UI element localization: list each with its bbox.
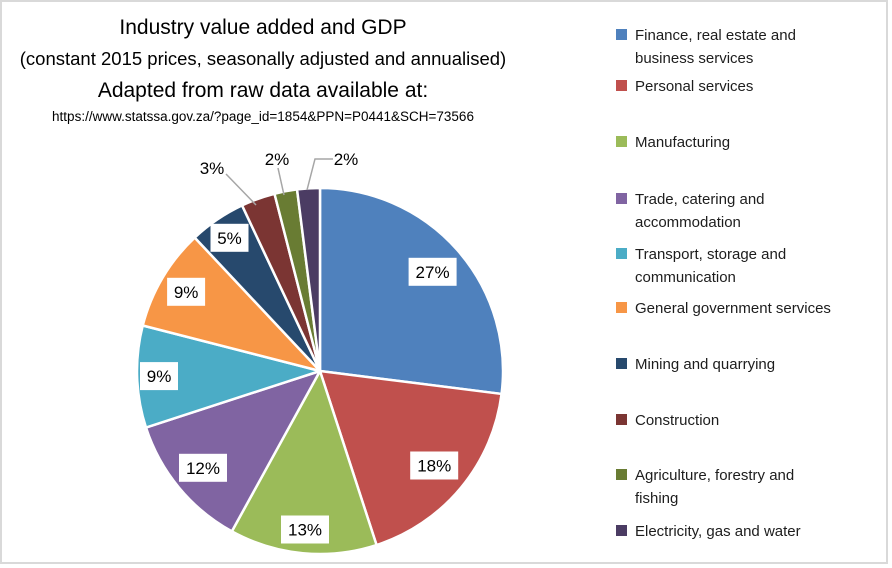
legend-label: Trade, catering and accommodation: [635, 188, 886, 234]
data-label: 2%: [334, 150, 359, 169]
data-label-box: [167, 277, 206, 306]
legend-swatch-icon: [616, 414, 627, 425]
legend-label-line: Transport, storage and: [635, 246, 787, 263]
pie-chart: 27% 18% 13% 12% 9% 9% 5% 3% 2% 2%: [135, 150, 505, 556]
legend-label-line: Trade, catering and: [635, 191, 765, 208]
leader-line: [306, 158, 333, 191]
legend-item: Personal services: [610, 75, 886, 98]
legend-label: Transport, storage and communication: [635, 243, 886, 289]
legend-label-line: Personal services: [635, 78, 754, 95]
legend-label: General government services: [635, 297, 886, 320]
data-label-text: 9%: [147, 367, 172, 386]
legend-label: Construction: [635, 409, 886, 432]
legend-swatch-icon: [616, 469, 627, 480]
legend-label: Mining and quarrying: [635, 353, 886, 376]
chart-source-note: Adapted from raw data available at:: [97, 79, 429, 102]
legend-label-line: General government services: [635, 300, 831, 317]
legend-item: General government services: [610, 297, 886, 320]
legend-label-line: Finance, real estate and: [635, 27, 796, 44]
pie-slice: [144, 369, 322, 533]
data-label-box: [408, 257, 457, 286]
chart-source-url: https://www.statssa.gov.za/?page_id=1854…: [52, 109, 474, 124]
legend-label-line: accommodation: [635, 214, 741, 231]
legend-label-line: communication: [635, 269, 736, 286]
data-label-text: 5%: [217, 229, 242, 248]
data-label: 13%: [281, 515, 329, 544]
legend-swatch-icon: [616, 80, 627, 91]
pie-slice: [141, 236, 322, 373]
data-label-text: 2%: [334, 150, 359, 169]
legend-label-line: Agriculture, forestry and: [635, 467, 795, 484]
legend-swatch-icon: [616, 193, 627, 204]
data-label-text: 18%: [417, 456, 451, 475]
data-label: 9%: [140, 362, 178, 391]
legend-item: Electricity, gas and water: [610, 520, 886, 543]
legend-swatch-icon: [616, 358, 627, 369]
chart-title: Industry value added and GDP: [119, 16, 407, 39]
legend-swatch-icon: [616, 248, 627, 259]
data-label: 9%: [167, 277, 206, 306]
data-label-box: [140, 362, 178, 391]
data-label-box: [410, 451, 459, 480]
legend-label: Finance, real estate and business service…: [635, 24, 886, 70]
pie-slice: [295, 186, 322, 373]
legend-item: Transport, storage and communication: [610, 243, 886, 289]
legend-label-line: Construction: [635, 412, 720, 429]
legend-label-line: Mining and quarrying: [635, 356, 776, 373]
legend-item: Construction: [610, 409, 886, 432]
chart-subtitle: (constant 2015 prices, seasonally adjust…: [19, 48, 507, 69]
legend-swatch-icon: [616, 136, 627, 147]
chart-legend: Finance, real estate and business service…: [610, 2, 886, 562]
data-label: 12%: [179, 453, 227, 482]
legend-item: Finance, real estate and business service…: [610, 24, 886, 70]
legend-swatch-icon: [616, 302, 627, 313]
data-label-box: [179, 453, 227, 482]
data-label: 3%: [200, 159, 225, 178]
legend-label: Personal services: [635, 75, 886, 98]
chart-title-block: Industry value added and GDP (constant 2…: [2, 12, 524, 127]
legend-item: Manufacturing: [610, 131, 886, 154]
data-label-text: 13%: [288, 521, 322, 540]
data-label-text: 3%: [200, 159, 225, 178]
legend-item: Agriculture, forestry and fishing: [610, 464, 886, 510]
legend-label: Agriculture, forestry and fishing: [635, 464, 886, 510]
leader-line: [277, 167, 285, 196]
pie-slice: [230, 369, 378, 556]
data-label: 5%: [210, 223, 249, 252]
legend-label-line: Manufacturing: [635, 134, 731, 151]
legend-swatch-icon: [616, 525, 627, 536]
legend-label-line: business services: [635, 50, 754, 67]
data-label: 27%: [408, 257, 457, 286]
data-label-box: [281, 515, 329, 544]
legend-item: Mining and quarrying: [610, 353, 886, 376]
data-label: 18%: [410, 451, 459, 480]
legend-label: Manufacturing: [635, 131, 886, 154]
data-label-text: 9%: [174, 283, 199, 302]
leader-line: [225, 173, 257, 206]
pie-slice: [135, 324, 322, 429]
legend-label: Electricity, gas and water: [635, 520, 886, 543]
data-label-box: [210, 223, 249, 252]
legend-label-line: Electricity, gas and water: [635, 523, 801, 540]
pie-slice: [318, 186, 505, 396]
legend-item: Trade, catering and accommodation: [610, 188, 886, 234]
legend-label-line: fishing: [635, 490, 679, 507]
legend-swatch-icon: [616, 29, 627, 40]
data-label-text: 2%: [265, 150, 290, 169]
data-label-text: 27%: [416, 263, 450, 282]
data-label: 2%: [265, 150, 290, 169]
data-label-text: 12%: [186, 459, 220, 478]
